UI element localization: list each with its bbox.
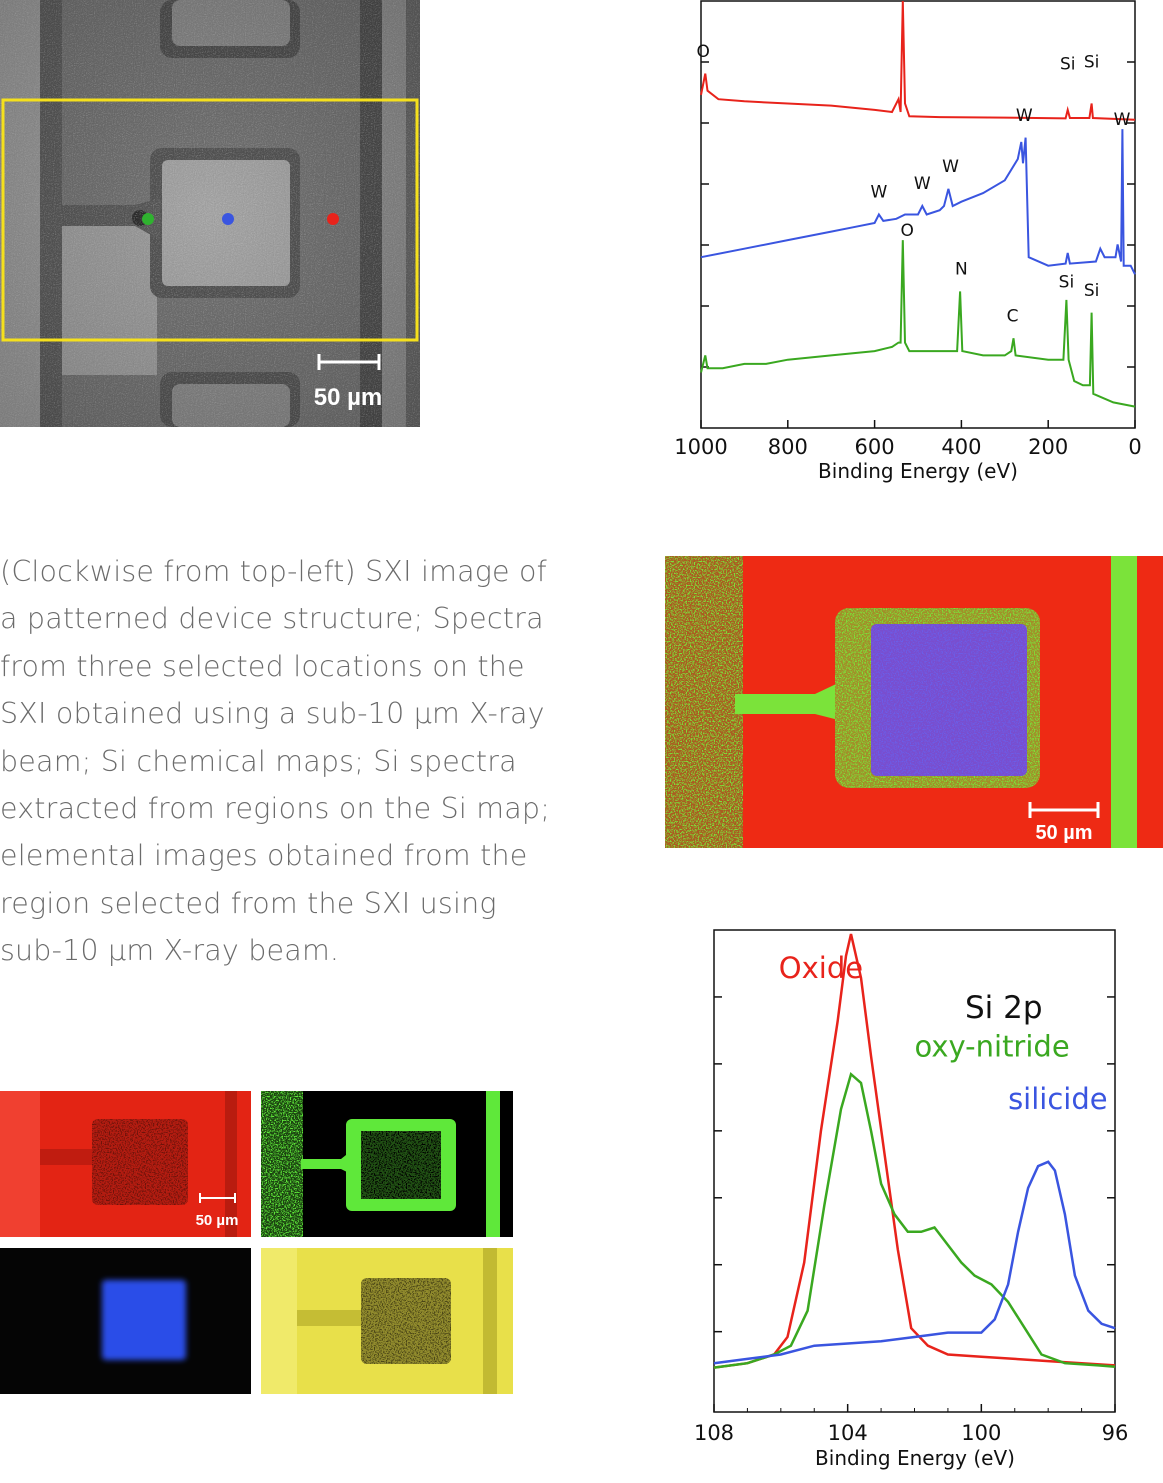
elemental-image-red: 50 µm xyxy=(0,1091,251,1237)
si-chemical-map: 50 µm xyxy=(665,556,1163,848)
peak-label: Si xyxy=(1060,55,1076,75)
peak-label: C xyxy=(1007,307,1019,327)
x-tick-label: 0 xyxy=(1128,435,1141,459)
spectrum-line-red xyxy=(700,0,1136,121)
scale-bar: 50 µm xyxy=(314,354,383,411)
si2p-spectra-chart: 108 104 100 96 Si 2p Oxide oxy-nitride silici… xyxy=(694,929,1129,1470)
peak-label: O xyxy=(900,0,913,2)
peak-label: Si xyxy=(1084,52,1100,72)
x-tick-label: 800 xyxy=(768,435,808,459)
x-tick-label: 1000 xyxy=(674,435,727,459)
peak-label: W xyxy=(1114,110,1131,130)
green-point xyxy=(142,213,154,225)
x-axis-label: Binding Energy (eV) xyxy=(815,1446,1015,1470)
x-tick-label: 96 xyxy=(1102,1421,1129,1445)
figure-caption: (Clockwise from top-left) SXI image of a… xyxy=(0,555,550,968)
sxi-image: 50 µm xyxy=(0,0,420,427)
peak-label: W xyxy=(914,174,931,194)
peak-label: Si xyxy=(1059,272,1075,292)
series-line-oxy-nitride xyxy=(713,1071,1116,1369)
sxi-image-graphic: 50 µm xyxy=(0,0,420,427)
spectrum-line-green xyxy=(700,240,1136,408)
peak-label: W xyxy=(942,157,959,177)
peak-label: W xyxy=(1016,106,1033,126)
spectrum-line-blue xyxy=(700,129,1136,275)
x-tick-label: 200 xyxy=(1028,435,1068,459)
x-axis-label: Binding Energy (eV) xyxy=(818,459,1018,483)
scale-bar-label: 50 µm xyxy=(1035,822,1092,844)
series-label: Oxide xyxy=(779,951,863,985)
peak-label: N xyxy=(955,260,968,280)
x-tick-label: 600 xyxy=(855,435,895,459)
elemental-image-yellow xyxy=(261,1248,513,1394)
series-label: silicide xyxy=(1008,1082,1108,1116)
plot-frame xyxy=(700,0,1136,429)
peak-label: O xyxy=(696,42,709,62)
elemental-image-green xyxy=(261,1091,513,1237)
x-tick-label: 100 xyxy=(961,1421,1001,1445)
si-chemical-map-graphic: 50 µm xyxy=(665,556,1163,848)
x-tick-label: 400 xyxy=(941,435,981,459)
series-line-silicide xyxy=(713,1160,1116,1365)
peak-label: Si xyxy=(1084,281,1100,301)
scale-bar-label: 50 µm xyxy=(314,384,383,411)
x-tick-label: 104 xyxy=(828,1421,868,1445)
peak-label: W xyxy=(871,183,888,203)
series-line-Oxide xyxy=(713,933,1116,1369)
elemental-image-blue xyxy=(0,1248,251,1394)
peak-label: O xyxy=(900,221,913,241)
chart-title: Si 2p xyxy=(965,990,1043,1026)
red-point xyxy=(327,213,339,225)
scale-bar-label: 50 µm xyxy=(196,1212,239,1229)
series-label: oxy-nitride xyxy=(915,1030,1070,1064)
blue-point xyxy=(222,213,234,225)
selection-box xyxy=(1,98,419,342)
scale-bar: 50 µm xyxy=(1028,802,1100,844)
x-tick-label: 108 xyxy=(694,1421,734,1445)
